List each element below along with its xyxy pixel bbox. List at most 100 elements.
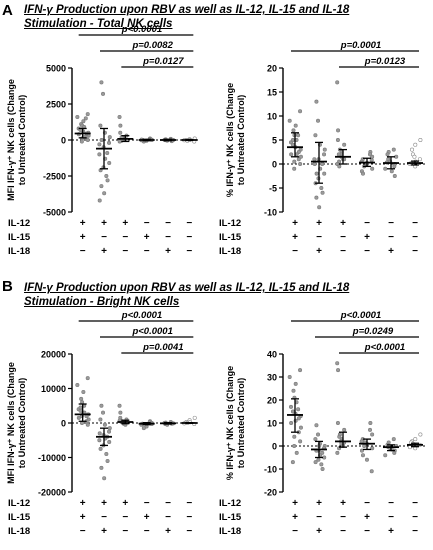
y-tick-label: 10 xyxy=(267,419,277,429)
y-tick-label: 30 xyxy=(267,373,277,383)
data-point xyxy=(292,159,297,164)
y-tick-label: -5 xyxy=(269,184,277,194)
data-point xyxy=(337,164,342,169)
y-tick-label: -10 xyxy=(264,208,277,218)
y-tick-label: -10000 xyxy=(38,453,66,463)
condition-mark: − xyxy=(364,246,370,257)
data-point xyxy=(289,152,294,157)
condition-mark: − xyxy=(101,232,107,243)
y-tick-label: 20000 xyxy=(41,350,66,360)
condition-mark: + xyxy=(364,512,370,523)
data-point xyxy=(291,128,296,133)
y-tick-label: 40 xyxy=(267,350,277,360)
condition-mark: − xyxy=(340,246,346,257)
data-point xyxy=(410,147,415,152)
condition-mark: + xyxy=(316,246,322,257)
condition-mark: + xyxy=(316,526,322,537)
y-tick-label: 0 xyxy=(61,136,66,146)
data-point xyxy=(369,469,374,474)
y-tick-label: -20 xyxy=(264,488,277,498)
condition-row-label: IL-12 xyxy=(8,218,30,229)
condition-row-label: IL-15 xyxy=(219,512,242,523)
data-point xyxy=(314,423,319,428)
data-point xyxy=(336,152,341,157)
data-point xyxy=(320,190,325,195)
condition-row-label: IL-18 xyxy=(219,526,241,537)
data-point xyxy=(314,99,319,104)
condition-mark: + xyxy=(144,232,150,243)
data-point xyxy=(117,403,122,408)
data-point xyxy=(85,112,90,117)
y-tick-label: -5000 xyxy=(43,208,66,218)
data-point xyxy=(105,150,110,155)
data-point xyxy=(298,439,303,444)
condition-mark: − xyxy=(122,526,128,537)
data-point xyxy=(392,450,397,455)
data-point xyxy=(359,439,364,444)
y-axis-label-line1: MFI IFN-γ⁺ NK cells (Change xyxy=(6,79,16,201)
y-axis-label: MFI IFN-γ⁺ NK cells (Change to Untreated … xyxy=(6,362,27,484)
condition-mark: + xyxy=(80,218,86,229)
p-value-label: p<0.0001 xyxy=(121,310,162,321)
data-point xyxy=(368,152,373,157)
data-point xyxy=(99,138,104,143)
condition-mark: + xyxy=(144,512,150,523)
data-point xyxy=(78,405,83,410)
y-tick-label: 20 xyxy=(267,396,277,406)
p-value-label: p<0.0001 xyxy=(340,310,381,321)
data-point xyxy=(364,457,369,462)
condition-mark: − xyxy=(80,526,86,537)
data-point xyxy=(320,162,325,167)
data-point xyxy=(362,444,367,449)
y-tick-label: 0 xyxy=(272,442,277,452)
data-point xyxy=(291,388,296,393)
data-point xyxy=(313,460,318,465)
y-tick-label: 15 xyxy=(267,88,277,98)
p-value-label: p=0.0249 xyxy=(352,326,394,337)
condition-mark: − xyxy=(186,232,192,243)
data-point xyxy=(296,133,301,138)
data-point xyxy=(322,455,327,460)
condition-mark: − xyxy=(388,512,394,523)
data-point xyxy=(319,462,324,467)
data-point xyxy=(79,139,84,144)
data-point xyxy=(101,91,106,96)
data-point xyxy=(290,460,295,465)
data-point xyxy=(292,444,297,449)
condition-mark: − xyxy=(144,498,150,509)
data-point xyxy=(296,157,301,162)
condition-mark: − xyxy=(101,512,107,523)
condition-mark: − xyxy=(412,526,418,537)
condition-mark: + xyxy=(292,232,298,243)
data-point xyxy=(392,174,397,179)
condition-mark: − xyxy=(186,526,192,537)
condition-mark: − xyxy=(388,498,394,509)
data-point xyxy=(418,138,423,143)
data-point xyxy=(98,446,103,451)
data-point xyxy=(85,376,90,381)
condition-mark: − xyxy=(144,526,150,537)
chart-b-percent: -20 -10 0 10 20 30 40 % IFN-γ⁺ NK cells (Change… xyxy=(219,310,427,537)
condition-mark: + xyxy=(165,526,171,537)
condition-mark: − xyxy=(364,218,370,229)
data-point xyxy=(413,437,418,442)
condition-mark: + xyxy=(101,498,107,509)
data-point xyxy=(337,434,342,439)
condition-mark: + xyxy=(316,498,322,509)
data-point xyxy=(105,458,110,463)
data-point xyxy=(322,147,327,152)
data-point xyxy=(335,80,340,85)
condition-mark: − xyxy=(144,218,150,229)
data-point xyxy=(342,427,347,432)
data-point xyxy=(370,166,375,171)
condition-mark: − xyxy=(316,512,322,523)
condition-row-label: IL-18 xyxy=(8,526,30,537)
data-point xyxy=(370,446,375,451)
data-point xyxy=(98,417,103,422)
y-axis-label: MFI IFN-γ⁺ NK cells (Change to Untreated … xyxy=(6,79,27,201)
data-point xyxy=(287,118,292,123)
data-point xyxy=(336,128,341,133)
data-point xyxy=(313,437,318,442)
condition-mark: − xyxy=(340,232,346,243)
data-point xyxy=(292,434,297,439)
